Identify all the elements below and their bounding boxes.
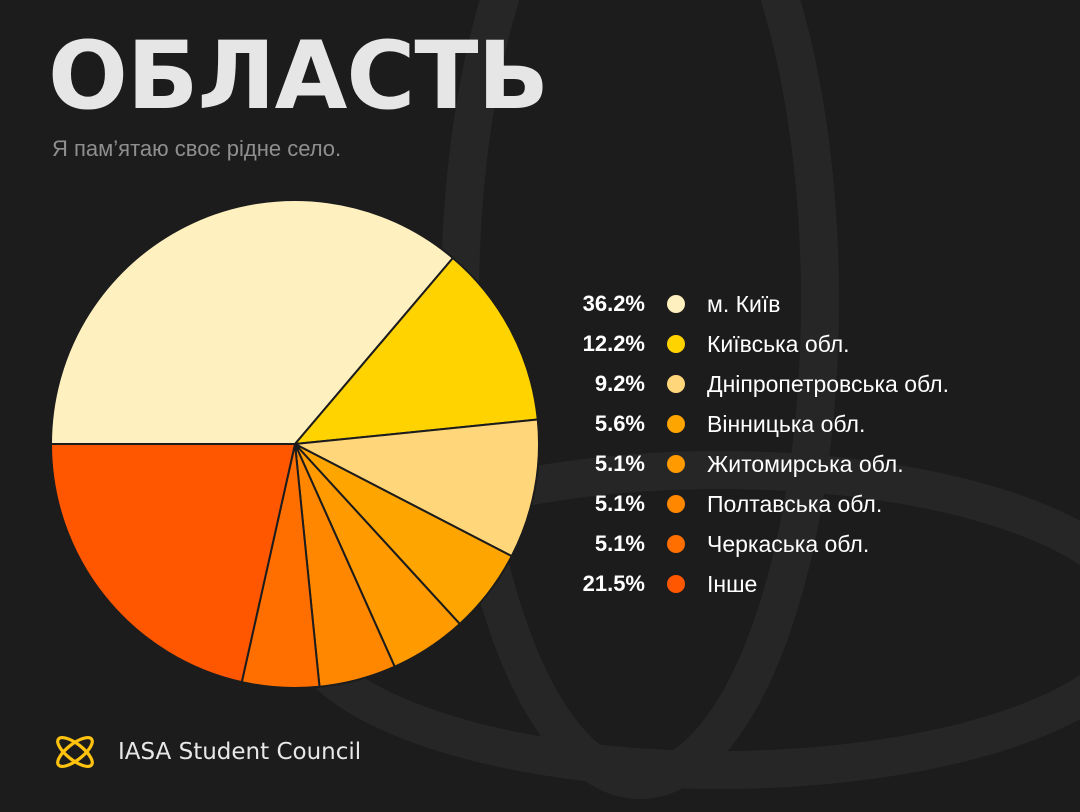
legend-value: 5.1% — [594, 451, 645, 476]
legend-value: 5.1% — [594, 531, 645, 556]
legend-swatch — [667, 335, 685, 353]
legend-label: Полтавська обл. — [707, 490, 883, 517]
legend-value: 12.2% — [582, 331, 645, 356]
legend-item: 12.2% Київська обл. — [545, 324, 1065, 364]
legend-label: м. Київ — [707, 290, 781, 317]
chart-legend: 36.2% м. Київ 12.2% Київська обл. 9.2% Дніпро… — [545, 284, 1065, 604]
legend-label: Київська обл. — [707, 330, 850, 357]
legend-value: 9.2% — [594, 371, 645, 396]
legend-swatch — [667, 455, 685, 473]
legend-label: Житомирська обл. — [707, 450, 904, 477]
page-subtitle: Я пам’ятаю своє рідне село. — [52, 136, 342, 161]
legend-label: Вінницька обл. — [707, 410, 866, 437]
legend-swatch — [667, 415, 685, 433]
legend-item: 36.2% м. Київ — [545, 284, 1065, 324]
legend-swatch — [667, 535, 685, 553]
footer: IASA Student Council — [50, 728, 361, 776]
brand-name: IASA Student Council — [118, 739, 362, 765]
pie-slice-0 — [50, 199, 454, 445]
legend-value: 5.1% — [594, 491, 645, 516]
legend-value: 36.2% — [582, 291, 645, 316]
pie-slice-2 — [294, 418, 541, 558]
legend-item: 21.5% Інше — [545, 564, 1065, 604]
legend-swatch — [667, 575, 685, 593]
legend-item: 5.1% Житомирська обл. — [545, 444, 1065, 484]
legend-label: Черкаська обл. — [707, 530, 870, 557]
legend-item: 9.2% Дніпропетровська обл. — [545, 364, 1065, 404]
pie-slice-7 — [50, 443, 296, 684]
pie-chart — [50, 199, 541, 689]
page-title: ОБЛАСТЬ — [48, 22, 549, 131]
legend-swatch — [667, 295, 685, 313]
legend-item: 5.1% Черкаська обл. — [545, 524, 1065, 564]
orbit-logo-icon — [56, 736, 94, 768]
legend-item: 5.1% Полтавська обл. — [545, 484, 1065, 524]
legend-swatch — [667, 375, 685, 393]
legend-label: Інше — [707, 570, 758, 597]
legend-swatch — [667, 495, 685, 513]
legend-label: Дніпропетровська обл. — [707, 370, 949, 397]
legend-value: 5.6% — [594, 411, 645, 436]
legend-item: 5.6% Вінницька обл. — [545, 404, 1065, 444]
legend-value: 21.5% — [582, 571, 645, 596]
pie-slice-1 — [294, 256, 539, 445]
